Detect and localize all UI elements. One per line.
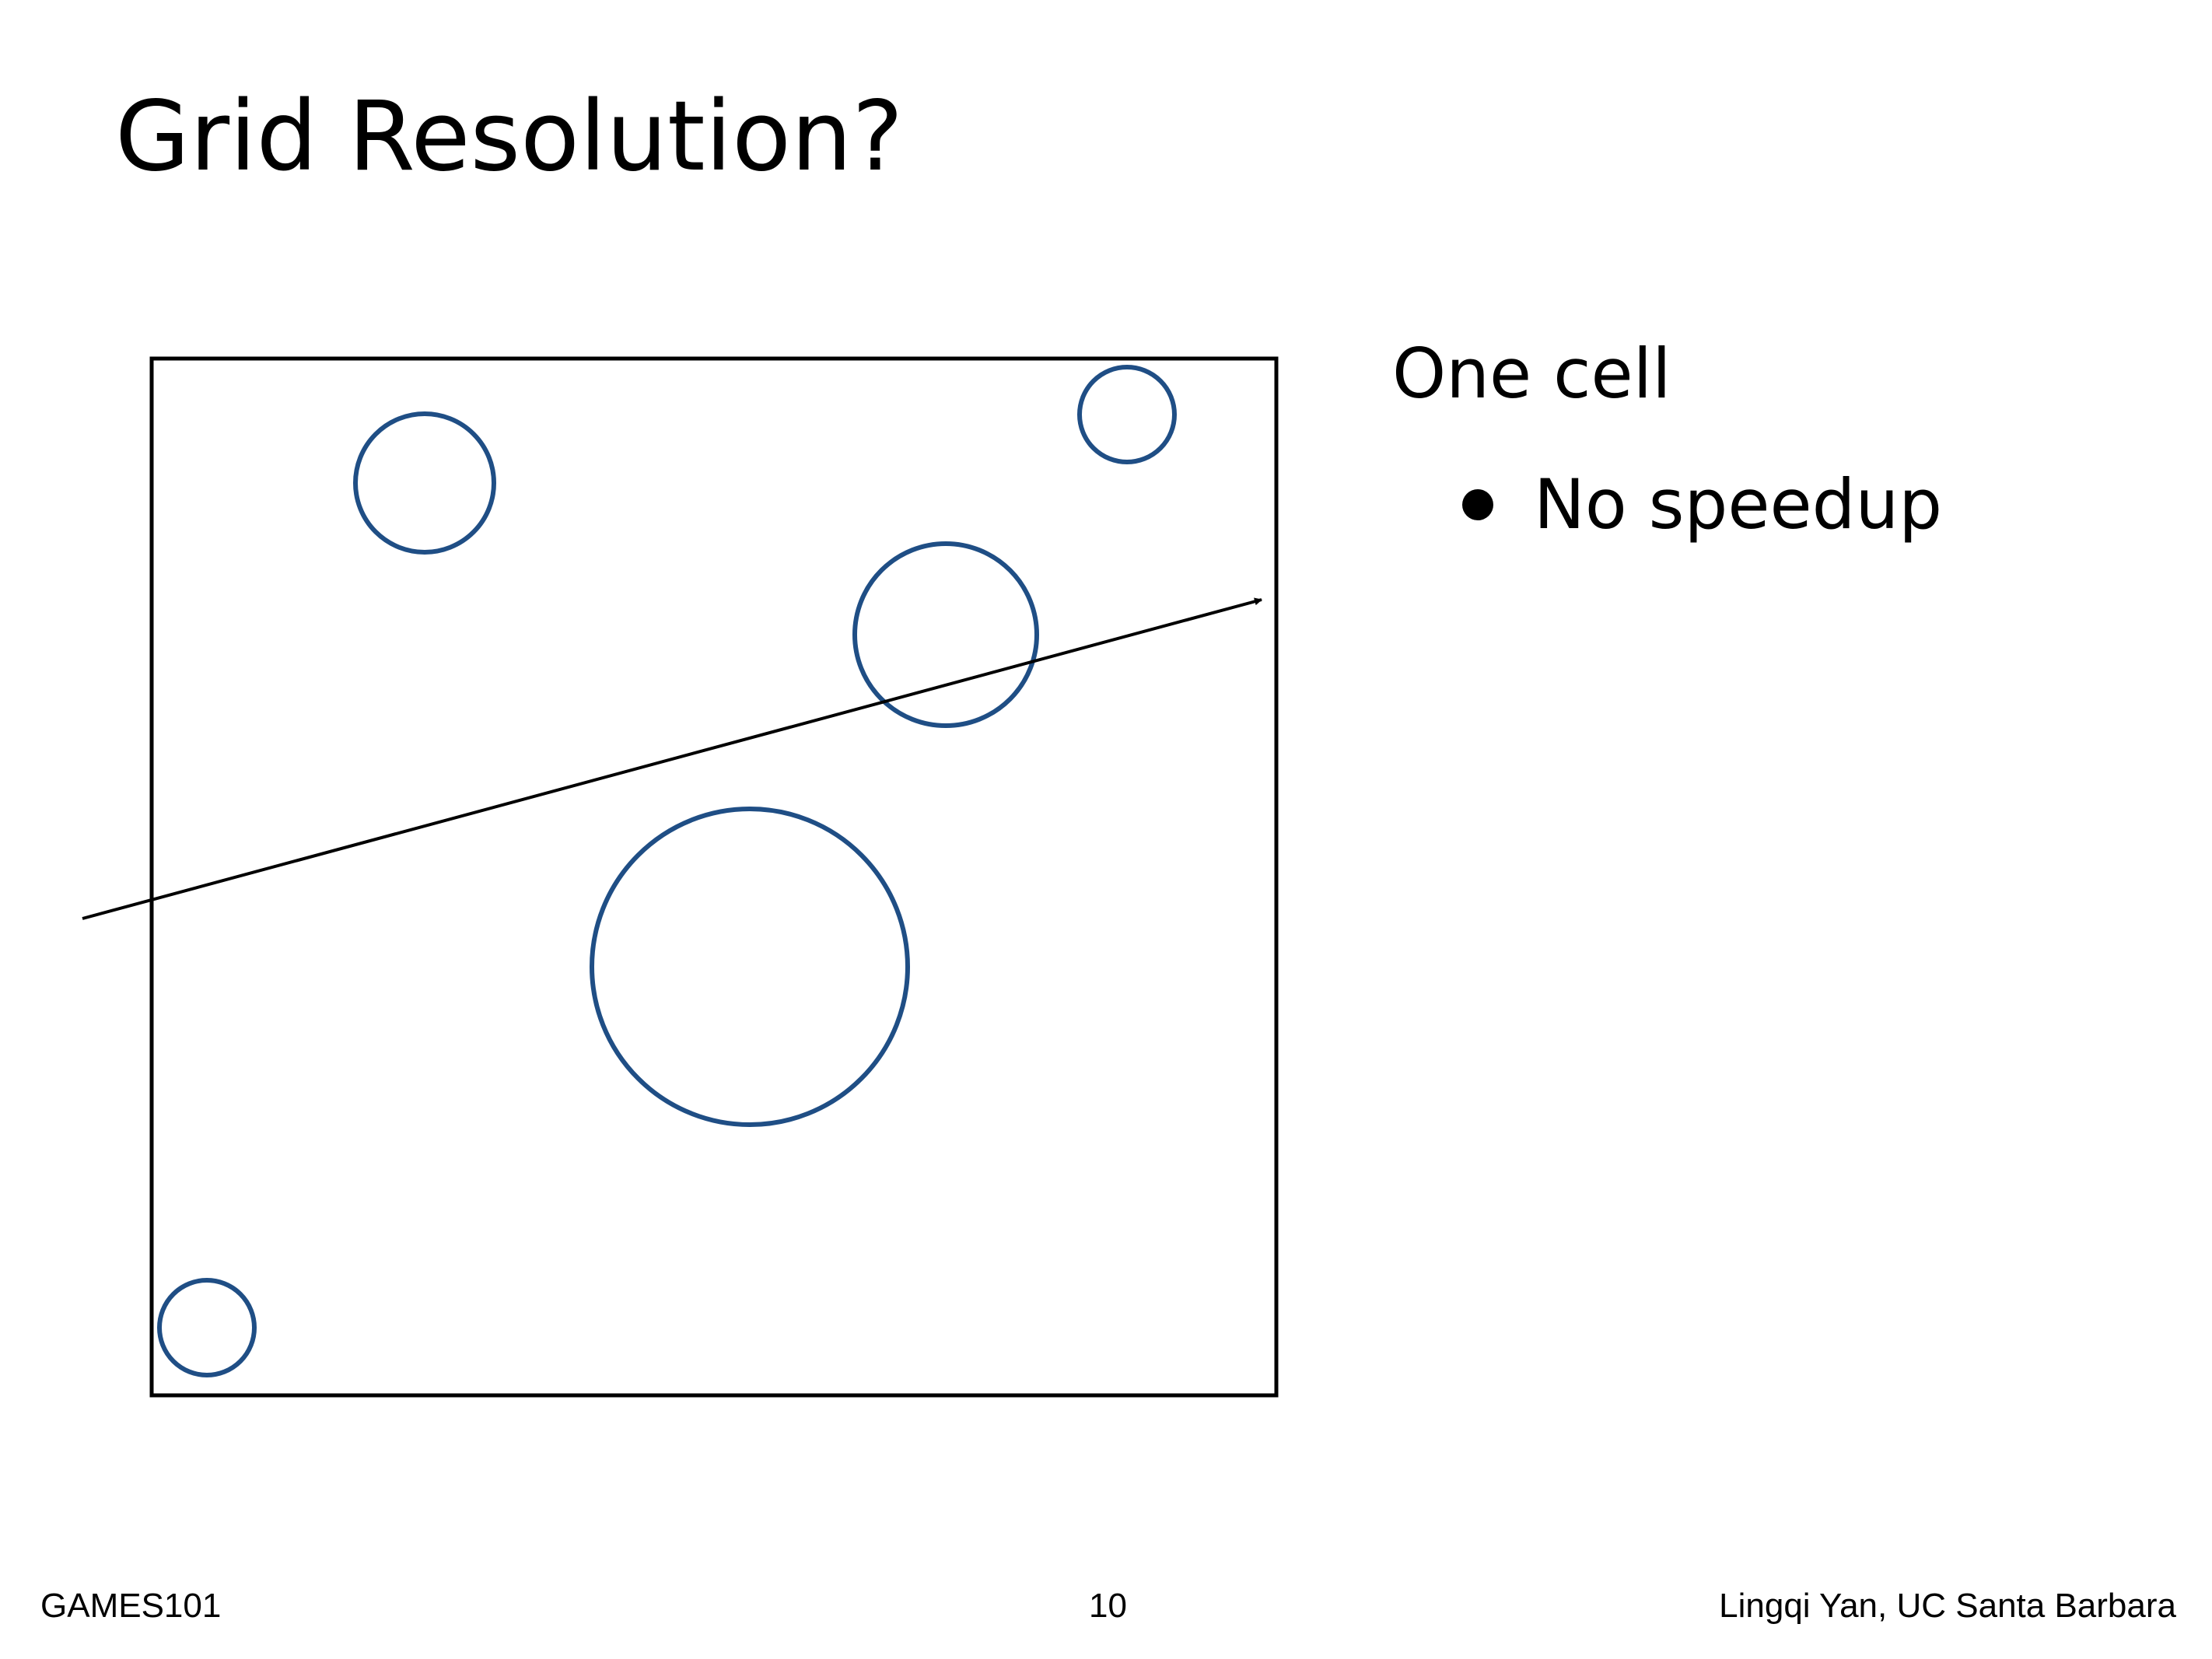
side-text: One cell No speedup [1392, 333, 1942, 544]
object-circle-bottom-left [157, 1278, 257, 1377]
bullet-item: No speedup [1462, 464, 1942, 546]
object-circle-top-left [353, 411, 496, 555]
object-circle-middle [852, 541, 1039, 728]
bullet-dot-icon [1462, 488, 1493, 520]
object-circle-top-right [1077, 365, 1177, 464]
footer-page-number: 10 [1089, 1587, 1127, 1625]
side-heading: One cell [1392, 334, 1671, 414]
grid-cell-frame [149, 356, 1279, 1398]
bullet-text: No speedup [1534, 464, 1943, 544]
footer-course: GAMES101 [40, 1587, 222, 1625]
object-circle-large [590, 807, 910, 1127]
footer-author: Lingqi Yan, UC Santa Barbara [1719, 1587, 2176, 1625]
ray-arrow [82, 597, 1262, 920]
slide-title: Grid Resolution? [115, 81, 904, 193]
